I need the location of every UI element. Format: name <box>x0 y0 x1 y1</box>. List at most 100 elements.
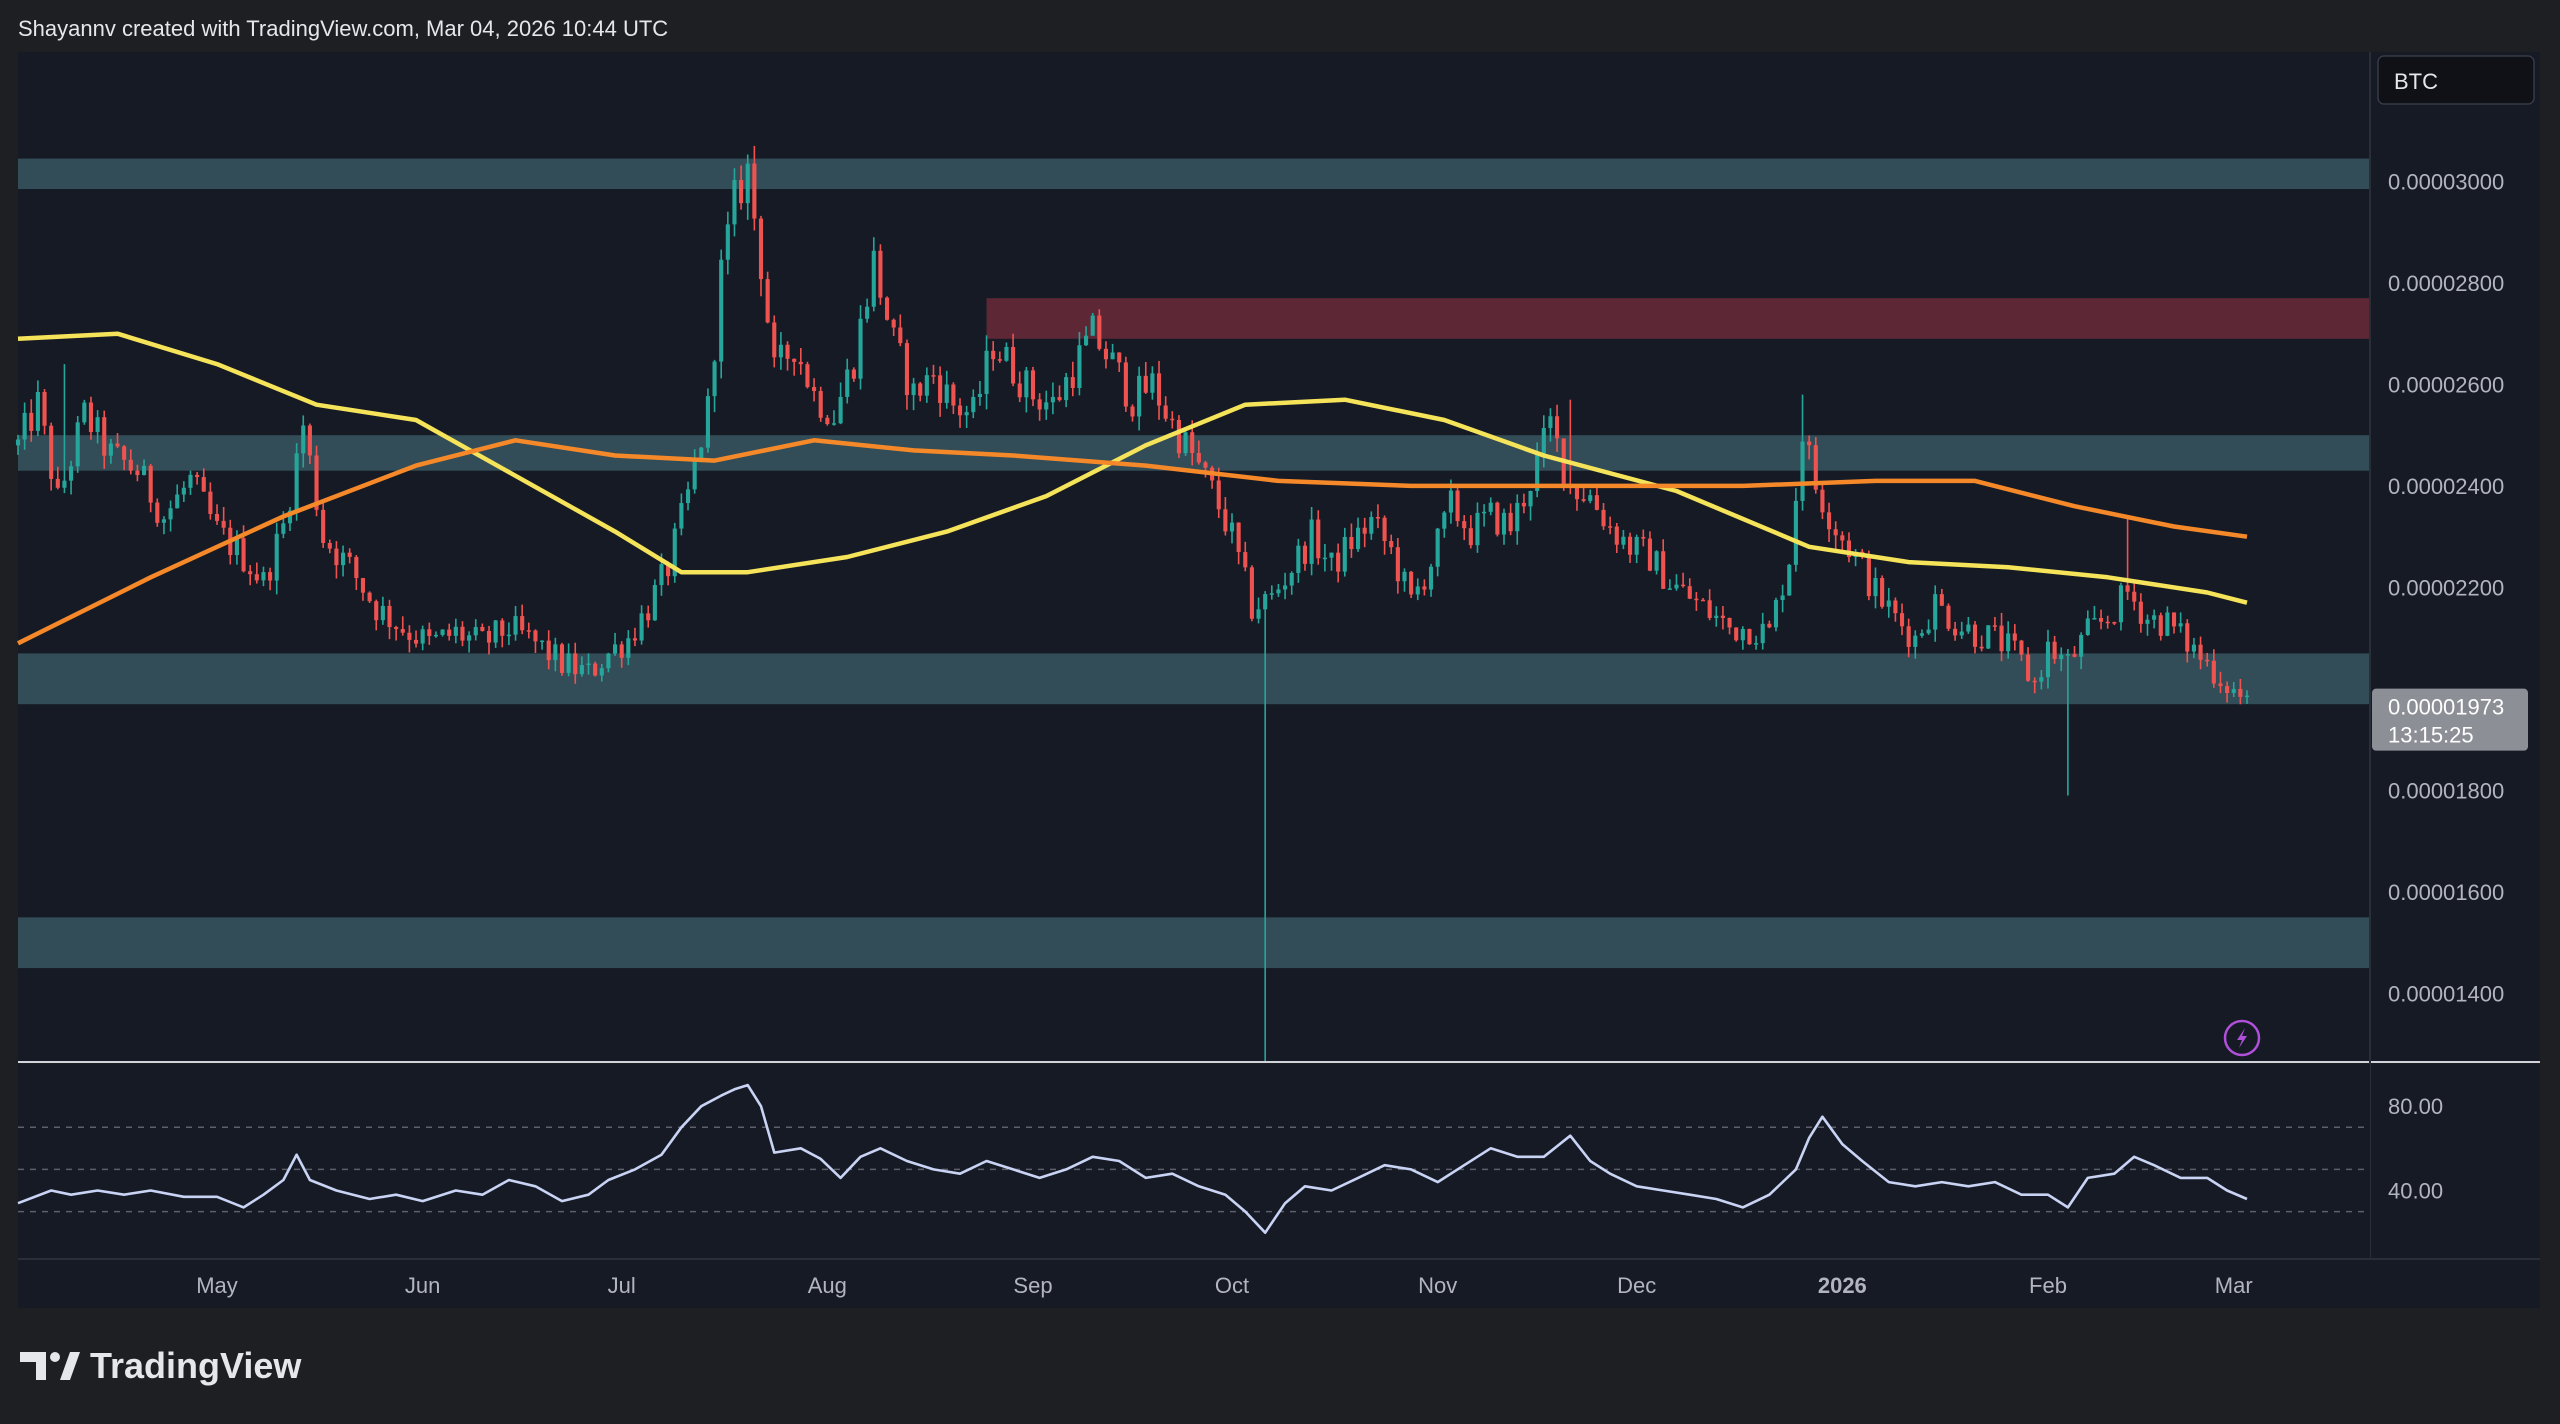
candle-body <box>2218 683 2223 687</box>
candle-body <box>526 630 531 632</box>
candle-body <box>42 391 47 426</box>
candle-body <box>1223 509 1228 532</box>
candle-body <box>1913 635 1918 647</box>
candle-body <box>2012 633 2017 641</box>
candle-body <box>341 552 346 566</box>
candle-body <box>1647 538 1653 571</box>
candle-body <box>513 616 518 635</box>
candle-body <box>1714 615 1719 618</box>
candles-layer <box>15 145 2250 1062</box>
candle-body <box>891 319 896 328</box>
candle-body <box>15 439 21 446</box>
candle-body <box>1574 486 1580 500</box>
symbol-badge[interactable]: BTC <box>2377 55 2535 105</box>
moving-average-line-0 <box>17 331 2248 605</box>
candle-body <box>148 465 153 503</box>
candle-body <box>1349 536 1354 550</box>
candle-body <box>1236 522 1241 553</box>
candle-body <box>1667 588 1672 590</box>
time-tick-label: Oct <box>1215 1273 1249 1298</box>
candle-body <box>1727 617 1732 628</box>
candle-body <box>1482 511 1487 514</box>
time-tick-label: Nov <box>1418 1273 1457 1298</box>
candle-body <box>1720 615 1725 618</box>
candle-body <box>1263 594 1268 610</box>
candle-body <box>2211 660 2216 684</box>
candle-body <box>1415 586 1420 595</box>
tradingview-logo: TradingView <box>20 1345 302 1386</box>
candle-body <box>1966 624 1971 632</box>
candle-body <box>1528 491 1533 507</box>
rsi-tick-label: 40.00 <box>2388 1179 2443 1204</box>
candle-body <box>168 508 173 520</box>
candle-body <box>1249 567 1254 619</box>
candle-body <box>778 344 783 358</box>
candle-body <box>1767 623 1772 628</box>
candle-body <box>2085 618 2090 635</box>
rsi-tick-label: 80.00 <box>2388 1094 2443 1119</box>
candle-body <box>719 259 724 362</box>
candle-body <box>1468 528 1473 546</box>
candle-body <box>1747 628 1752 645</box>
candle-body <box>22 412 27 440</box>
rsi-axis: 80.00 40.00 <box>2388 1094 2443 1203</box>
candle-body <box>1833 529 1838 536</box>
candle-body <box>1037 399 1042 410</box>
candle-body <box>208 491 213 514</box>
candle-body <box>2185 623 2190 652</box>
candle-body <box>2045 641 2051 678</box>
candle-body <box>1070 377 1075 388</box>
candle-body <box>792 358 797 362</box>
candle-body <box>427 629 432 637</box>
candle-body <box>1017 383 1022 398</box>
candle-body <box>122 446 127 460</box>
candle-body <box>1448 490 1453 513</box>
candle-body <box>619 644 624 658</box>
candle-body <box>845 369 850 397</box>
candle-body <box>301 425 306 454</box>
candle-body <box>1501 512 1507 535</box>
candle-body <box>1807 441 1812 446</box>
candle-body <box>1521 502 1526 507</box>
candle-body <box>307 425 312 456</box>
candle-body <box>1176 420 1181 454</box>
candle-body <box>1123 362 1128 407</box>
candle-body <box>752 163 757 219</box>
time-tick-label: Dec <box>1617 1273 1656 1298</box>
candle-body <box>69 466 74 481</box>
time-tick-label: 2026 <box>1818 1273 1867 1298</box>
bar-countdown: 13:15:25 <box>2388 723 2474 748</box>
candle-body <box>287 510 293 524</box>
candle-body <box>931 375 936 377</box>
candle-body <box>2006 633 2011 652</box>
candle-body <box>1827 512 1832 530</box>
candle-body <box>1840 535 1845 541</box>
candle-body <box>221 520 226 528</box>
candle-body <box>559 644 565 673</box>
time-tick-label: Jul <box>608 1273 636 1298</box>
candle-body <box>553 644 558 661</box>
candle-body <box>360 578 366 593</box>
candle-body <box>739 179 744 204</box>
candle-body <box>82 402 87 423</box>
candle-body <box>354 556 359 579</box>
rsi-line <box>17 1083 2248 1234</box>
candle-body <box>540 640 545 643</box>
candle-body <box>1163 405 1168 419</box>
candle-body <box>1893 600 1898 614</box>
time-tick-label: Aug <box>808 1273 847 1298</box>
candle-body <box>407 632 412 640</box>
attribution-text: Shayannv created with TradingView.com, M… <box>18 16 668 41</box>
candle-body <box>1011 347 1016 384</box>
candle-body <box>2079 634 2084 657</box>
candle-body <box>62 480 67 488</box>
candle-body <box>188 474 193 488</box>
candle-body <box>1846 540 1852 558</box>
candle-body <box>1475 512 1480 546</box>
candle-body <box>1455 490 1460 522</box>
candle-body <box>1190 432 1195 453</box>
lightning-icon[interactable] <box>2223 1019 2261 1057</box>
candle-body <box>2125 585 2130 592</box>
time-tick-label: Jun <box>405 1273 440 1298</box>
candle-body <box>1919 633 1924 636</box>
